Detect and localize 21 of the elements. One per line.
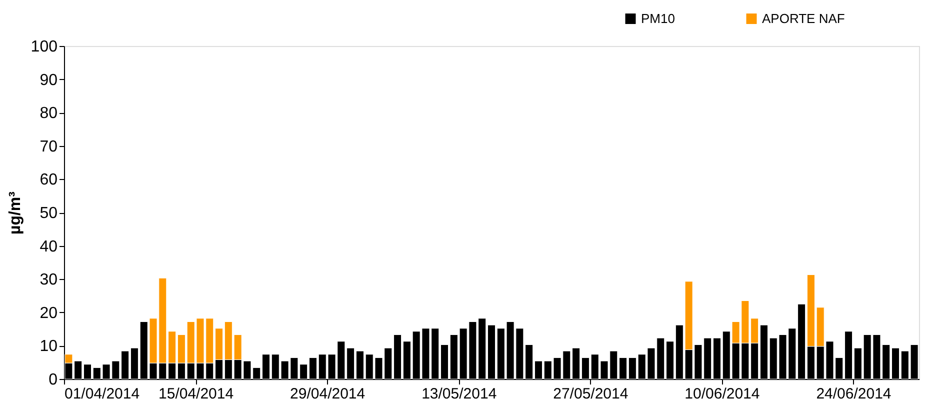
x-tick-label: 29/04/2014 xyxy=(290,386,366,402)
x-tick-label: 13/05/2014 xyxy=(422,386,497,402)
x-tick-label: 01/04/2014 xyxy=(64,386,140,402)
y-tick-label: 10 xyxy=(40,338,58,356)
legend-label: PM10 xyxy=(641,10,675,26)
y-tick-label: 30 xyxy=(40,272,58,289)
y-tick-label: 60 xyxy=(40,172,58,189)
y-tick-label: 20 xyxy=(40,304,58,322)
y-tick-label: 80 xyxy=(40,105,58,122)
x-tick-label: 15/04/2014 xyxy=(158,386,234,402)
legend-label: APORTE NAF xyxy=(762,10,845,26)
y-tick-label: 50 xyxy=(40,205,58,222)
y-axis-title: µg/m³ xyxy=(6,192,24,234)
y-tick-label: 100 xyxy=(30,38,58,56)
y-tick-label: 0 xyxy=(48,372,58,388)
y-tick-label: 70 xyxy=(40,138,58,156)
x-tick-label: 27/05/2014 xyxy=(553,386,628,402)
y-tick-label: 40 xyxy=(40,238,58,256)
x-tick-label: 10/06/2014 xyxy=(684,386,760,402)
x-tick-label: 24/06/2014 xyxy=(816,386,892,402)
y-tick-label: 90 xyxy=(40,72,58,89)
